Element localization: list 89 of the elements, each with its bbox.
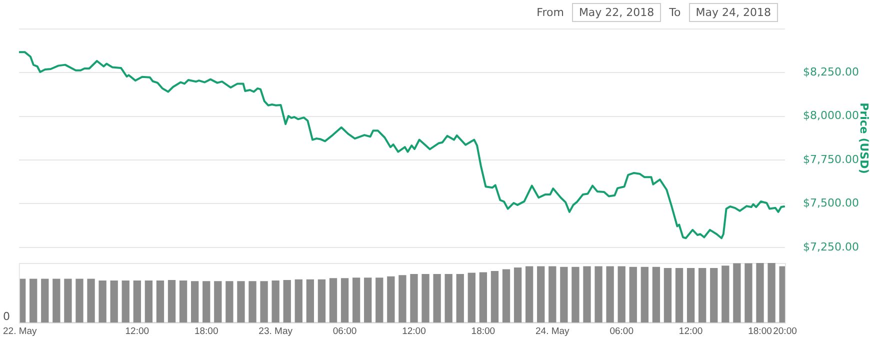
text: To: [669, 6, 681, 19]
bar: [490, 271, 499, 323]
bar: [156, 280, 164, 323]
bar: [30, 278, 38, 323]
bar: [422, 274, 430, 323]
bar: [191, 281, 199, 323]
bar: [364, 278, 372, 323]
bar: [41, 278, 49, 323]
bar: [433, 274, 441, 323]
x-tick-label: 18:00: [748, 326, 772, 337]
x-tick-label: 06:00: [332, 326, 357, 337]
bar: [294, 279, 302, 323]
bar: [260, 281, 268, 323]
x-tick-label: 22. May: [3, 326, 38, 337]
bar: [744, 263, 752, 323]
bar: [214, 281, 222, 323]
bar: [468, 272, 476, 323]
x-tick-label: 23. May: [258, 326, 293, 337]
bar: [733, 263, 741, 323]
y-tick-label: $8,250.00: [803, 66, 859, 79]
x-tick-label: 12:00: [125, 326, 150, 337]
bar: [410, 274, 418, 323]
bar: [698, 268, 706, 323]
bar: [20, 278, 26, 323]
bar: [664, 268, 672, 323]
bar: [64, 278, 72, 323]
bar: [652, 266, 660, 323]
bar: [456, 274, 464, 323]
y-tick-label: $7,250.00: [803, 240, 859, 254]
bar: [98, 280, 106, 323]
x-tick-label: 24. May: [535, 326, 570, 337]
bar: [686, 268, 695, 323]
y-axis-title: Price (USD): [858, 102, 870, 174]
bar: [560, 266, 568, 323]
date-field: May 22, 2018: [572, 3, 662, 22]
bar: [387, 276, 395, 323]
bar: [52, 278, 60, 323]
bar: [110, 280, 118, 323]
bar: [675, 268, 684, 323]
bar: [352, 278, 360, 323]
bar: [226, 281, 234, 323]
bar: [329, 278, 338, 323]
bar: [133, 280, 141, 323]
bar: [514, 267, 522, 323]
bar: [722, 266, 730, 323]
bar: [537, 266, 545, 323]
x-tick-label: 12:00: [402, 326, 426, 337]
bar: [272, 280, 280, 323]
bar: [583, 266, 591, 323]
x-tick-label: 18:00: [471, 326, 496, 337]
bar: [202, 281, 210, 323]
bar: [248, 281, 256, 323]
bar: [572, 266, 580, 323]
x-tick-label: 20:00: [773, 326, 797, 337]
bar: [479, 272, 488, 323]
bar: [122, 280, 130, 323]
bar: [756, 263, 764, 323]
bar: [283, 280, 291, 323]
y-tick-label: $7,750.00: [803, 152, 859, 166]
bar: [618, 266, 626, 323]
bar: [76, 278, 84, 323]
bar: [87, 278, 95, 323]
bar: [710, 268, 718, 323]
bar: [594, 266, 602, 323]
bar: [340, 278, 349, 323]
bar: [548, 266, 556, 323]
y-tick-label: $8,000.00: [803, 109, 859, 122]
bar: [444, 274, 452, 323]
bar: [398, 275, 406, 323]
date-field: May 24, 2018: [688, 3, 778, 22]
bar: [168, 280, 176, 323]
x-tick-label: 12:00: [678, 326, 703, 337]
bar: [144, 280, 153, 323]
text: From: [536, 6, 564, 19]
bar: [306, 279, 314, 323]
bar: [237, 281, 245, 323]
x-tick-label: 18:00: [194, 326, 218, 337]
bar: [525, 266, 534, 323]
bar: [318, 279, 326, 323]
bar: [640, 266, 648, 323]
bar: [606, 266, 614, 323]
bar: [629, 266, 637, 323]
bar: [179, 280, 188, 323]
x-tick-label: 06:00: [610, 326, 634, 337]
bar: [376, 278, 384, 323]
text: 0: [3, 310, 10, 323]
bar: [502, 269, 510, 323]
bar: [768, 263, 776, 323]
y-tick-label: $7,500.00: [803, 196, 859, 210]
